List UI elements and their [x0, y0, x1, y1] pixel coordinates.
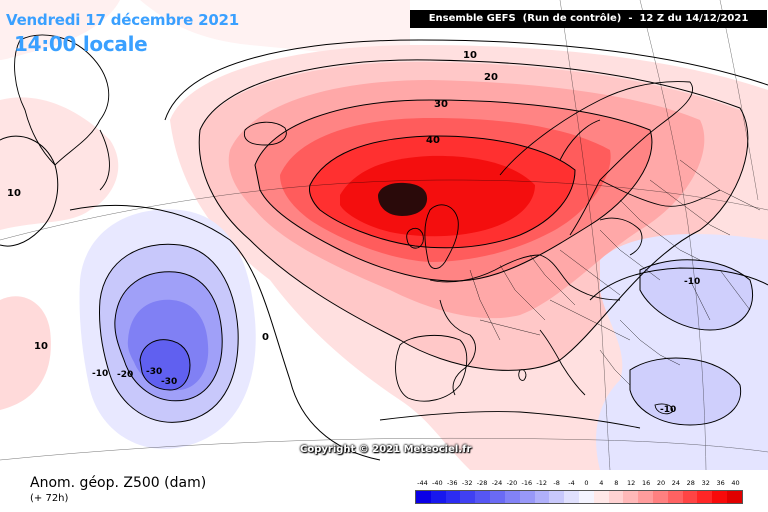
scale-swatch — [727, 491, 742, 503]
copyright-notice: Copyright © 2021 Meteociel.fr — [300, 444, 472, 455]
scale-tick-label: 16 — [641, 479, 651, 487]
scale-swatch — [519, 491, 535, 503]
color-scale-bar — [415, 490, 743, 504]
contour-label-pos-10-west: 10 — [7, 188, 21, 199]
contour-label-zero: 0 — [262, 332, 269, 343]
scale-tick-label: 32 — [701, 479, 710, 487]
scale-swatch — [445, 491, 461, 503]
scale-tick-label: -12 — [536, 479, 548, 487]
scale-swatch — [549, 491, 565, 503]
scale-tick-label: -8 — [553, 479, 560, 487]
contour-label-neg-10-se: -10 — [660, 405, 676, 415]
scale-swatch — [475, 491, 491, 503]
scale-tick-label: -28 — [476, 479, 488, 487]
contour-label-neg-30-b: -30 — [161, 377, 177, 387]
scale-swatch — [593, 491, 609, 503]
contour-label-layer: 10 20 30 40 10 10 0 -10 -20 -30 -30 -10 … — [7, 50, 700, 415]
scale-tick-label: -20 — [506, 479, 518, 487]
negative-shading-east — [596, 234, 768, 470]
lead-time-label: (+ 72h) — [30, 493, 69, 504]
scale-tick-label: -40 — [432, 479, 443, 487]
anomaly-map: 10 20 30 40 10 10 0 -10 -20 -30 -30 -10 … — [0, 0, 768, 470]
positive-shading-main — [170, 45, 768, 470]
contour-label-neg-20: -20 — [117, 370, 133, 380]
scale-swatch — [578, 491, 594, 503]
scale-tick-label: 12 — [627, 479, 636, 487]
scale-tick-label: 40 — [731, 479, 740, 487]
scale-swatch — [430, 491, 446, 503]
scale-swatch — [416, 491, 431, 503]
scale-tick-label: 8 — [614, 479, 619, 487]
scale-swatch — [638, 491, 653, 503]
field-label: Anom. géop. Z500 (dam) — [30, 475, 207, 491]
contour-lines — [0, 39, 768, 461]
scale-swatch — [564, 491, 579, 503]
scale-tick-label: 20 — [656, 479, 666, 487]
scale-tick-label: -16 — [521, 479, 533, 487]
forecast-date: Vendredi 17 décembre 2021 — [6, 11, 240, 29]
scale-swatch — [667, 491, 683, 503]
contour-label-pos-20: 20 — [484, 72, 498, 83]
scale-tick-label: 0 — [584, 479, 589, 487]
scale-swatch — [490, 491, 505, 503]
color-scale-ticks: -44 -40 -36 -32 -28 -24 -20 -16 -12 -8 -4 0 4 8 12 16 20… — [415, 479, 743, 491]
scale-swatch — [504, 491, 520, 503]
scale-swatch — [534, 491, 550, 503]
country-borders — [469, 159, 761, 386]
scale-tick-label: -4 — [568, 479, 575, 487]
contour-label-pos-40: 40 — [426, 135, 440, 146]
contour-label-neg-10-east: -10 — [684, 277, 700, 287]
scale-tick-label: -24 — [491, 479, 503, 487]
scale-swatch — [682, 491, 698, 503]
positive-shading-west — [0, 0, 410, 410]
scale-tick-label: -36 — [446, 479, 458, 487]
contour-label-pos-10-sw: 10 — [34, 341, 48, 352]
scale-swatch — [653, 491, 668, 503]
scale-swatch — [608, 491, 624, 503]
scale-tick-label: -44 — [417, 479, 428, 487]
scale-tick-label: 36 — [716, 479, 725, 487]
scale-tick-label: 24 — [671, 479, 681, 487]
scale-swatch — [460, 491, 476, 503]
contour-label-neg-30-a: -30 — [146, 367, 162, 377]
negative-shading-west — [79, 209, 256, 449]
scale-tick-label: -32 — [461, 479, 473, 487]
scale-tick-label: 4 — [599, 479, 604, 487]
contour-label-neg-10: -10 — [92, 369, 108, 379]
forecast-time: 14:00 locale — [14, 32, 148, 56]
model-run-info: Ensemble GEFS (Run de contrôle) - 12 Z d… — [410, 10, 767, 28]
scale-tick-label: 28 — [686, 479, 695, 487]
contour-label-pos-10: 10 — [463, 50, 477, 61]
scale-swatch — [697, 491, 713, 503]
scale-swatch — [712, 491, 728, 503]
contour-label-pos-30: 30 — [434, 99, 448, 110]
scale-swatch — [623, 491, 639, 503]
